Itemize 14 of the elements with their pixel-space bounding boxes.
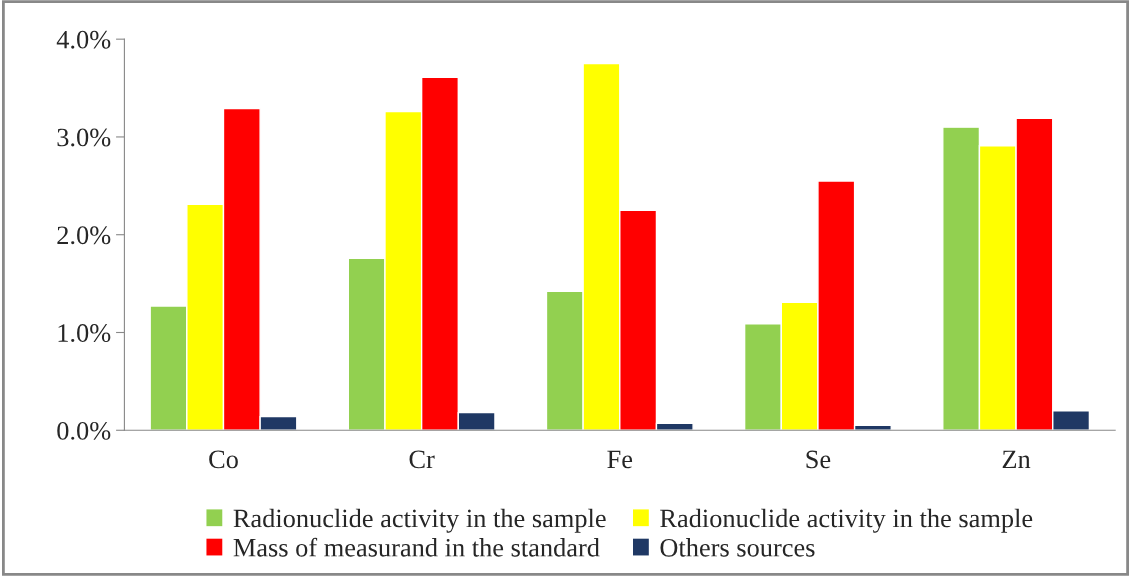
legend-label: Radionuclide activity in the sample bbox=[233, 508, 606, 533]
y-tick-label: 2.0% bbox=[57, 226, 111, 245]
y-tick-label: 1.0% bbox=[58, 324, 111, 343]
x-tick-label: Fe bbox=[607, 450, 633, 469]
x-tick-label: Cr bbox=[409, 450, 435, 469]
x-tick-label: Co bbox=[209, 450, 238, 469]
y-tick-label: 3.0% bbox=[57, 128, 111, 147]
x-tick-label: Zn bbox=[1002, 450, 1031, 469]
y-tick-label: 4.0% bbox=[56, 30, 111, 49]
x-tick-label: Se bbox=[806, 450, 831, 469]
legend-label: Others sources bbox=[660, 538, 815, 557]
legend-label: Radionuclide activity in the sample bbox=[660, 508, 1033, 533]
y-tick-label: 0.0% bbox=[57, 421, 111, 440]
legend-label: Mass of measurand in the standard bbox=[233, 537, 600, 557]
